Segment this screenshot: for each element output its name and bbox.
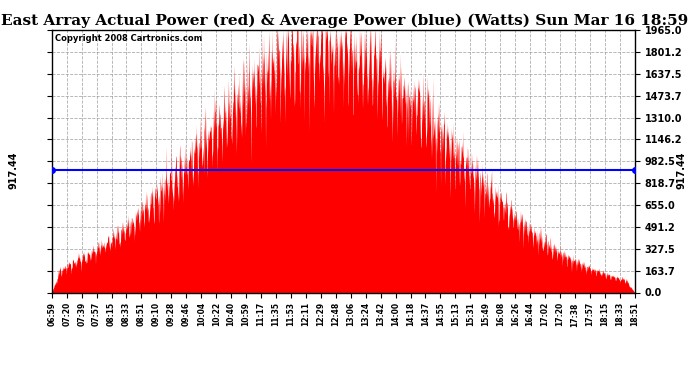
Text: East Array Actual Power (red) & Average Power (blue) (Watts) Sun Mar 16 18:59: East Array Actual Power (red) & Average …	[1, 13, 689, 27]
Text: Copyright 2008 Cartronics.com: Copyright 2008 Cartronics.com	[55, 34, 202, 43]
Text: 917.44: 917.44	[677, 151, 687, 189]
Text: 917.44: 917.44	[9, 151, 19, 189]
